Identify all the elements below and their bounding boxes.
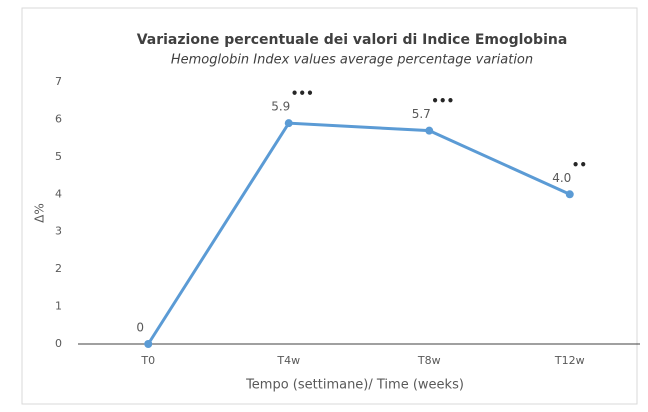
x-tick-label: T8w	[417, 354, 441, 367]
data-label: 5.9	[271, 100, 290, 114]
data-point	[565, 190, 574, 199]
chart-title: Variazione percentuale dei valori di Ind…	[137, 32, 568, 48]
x-axis-title: Tempo (settimane)/ Time (weeks)	[245, 378, 464, 393]
y-tick-label: 3	[55, 225, 62, 238]
y-tick-label: 2	[55, 262, 62, 275]
significance-mark: ••	[572, 158, 587, 172]
y-tick-label: 1	[55, 300, 62, 313]
data-point	[425, 126, 434, 135]
data-line	[146, 121, 571, 345]
significance-mark: •••	[431, 94, 454, 108]
data-label: 0	[136, 321, 144, 335]
x-tick-label: T12w	[554, 354, 585, 367]
data-label: 5.7	[412, 107, 431, 121]
y-tick-label: 7	[55, 75, 62, 88]
y-tick-label: 6	[55, 112, 62, 125]
x-tick-label: T0	[140, 354, 155, 367]
data-point	[284, 119, 293, 128]
y-tick-label: 4	[55, 187, 62, 200]
chart-frame	[21, 7, 638, 405]
x-tick-label: T4w	[276, 354, 300, 367]
chart-subtitle: Hemoglobin Index values average percenta…	[171, 53, 533, 68]
y-axis-title: Δ%	[33, 203, 47, 223]
significance-mark: •••	[291, 87, 314, 101]
y-tick-label: 0	[55, 337, 62, 350]
data-point	[144, 340, 153, 348]
y-tick-label: 5	[55, 150, 62, 163]
data-label: 4.0	[552, 171, 571, 185]
